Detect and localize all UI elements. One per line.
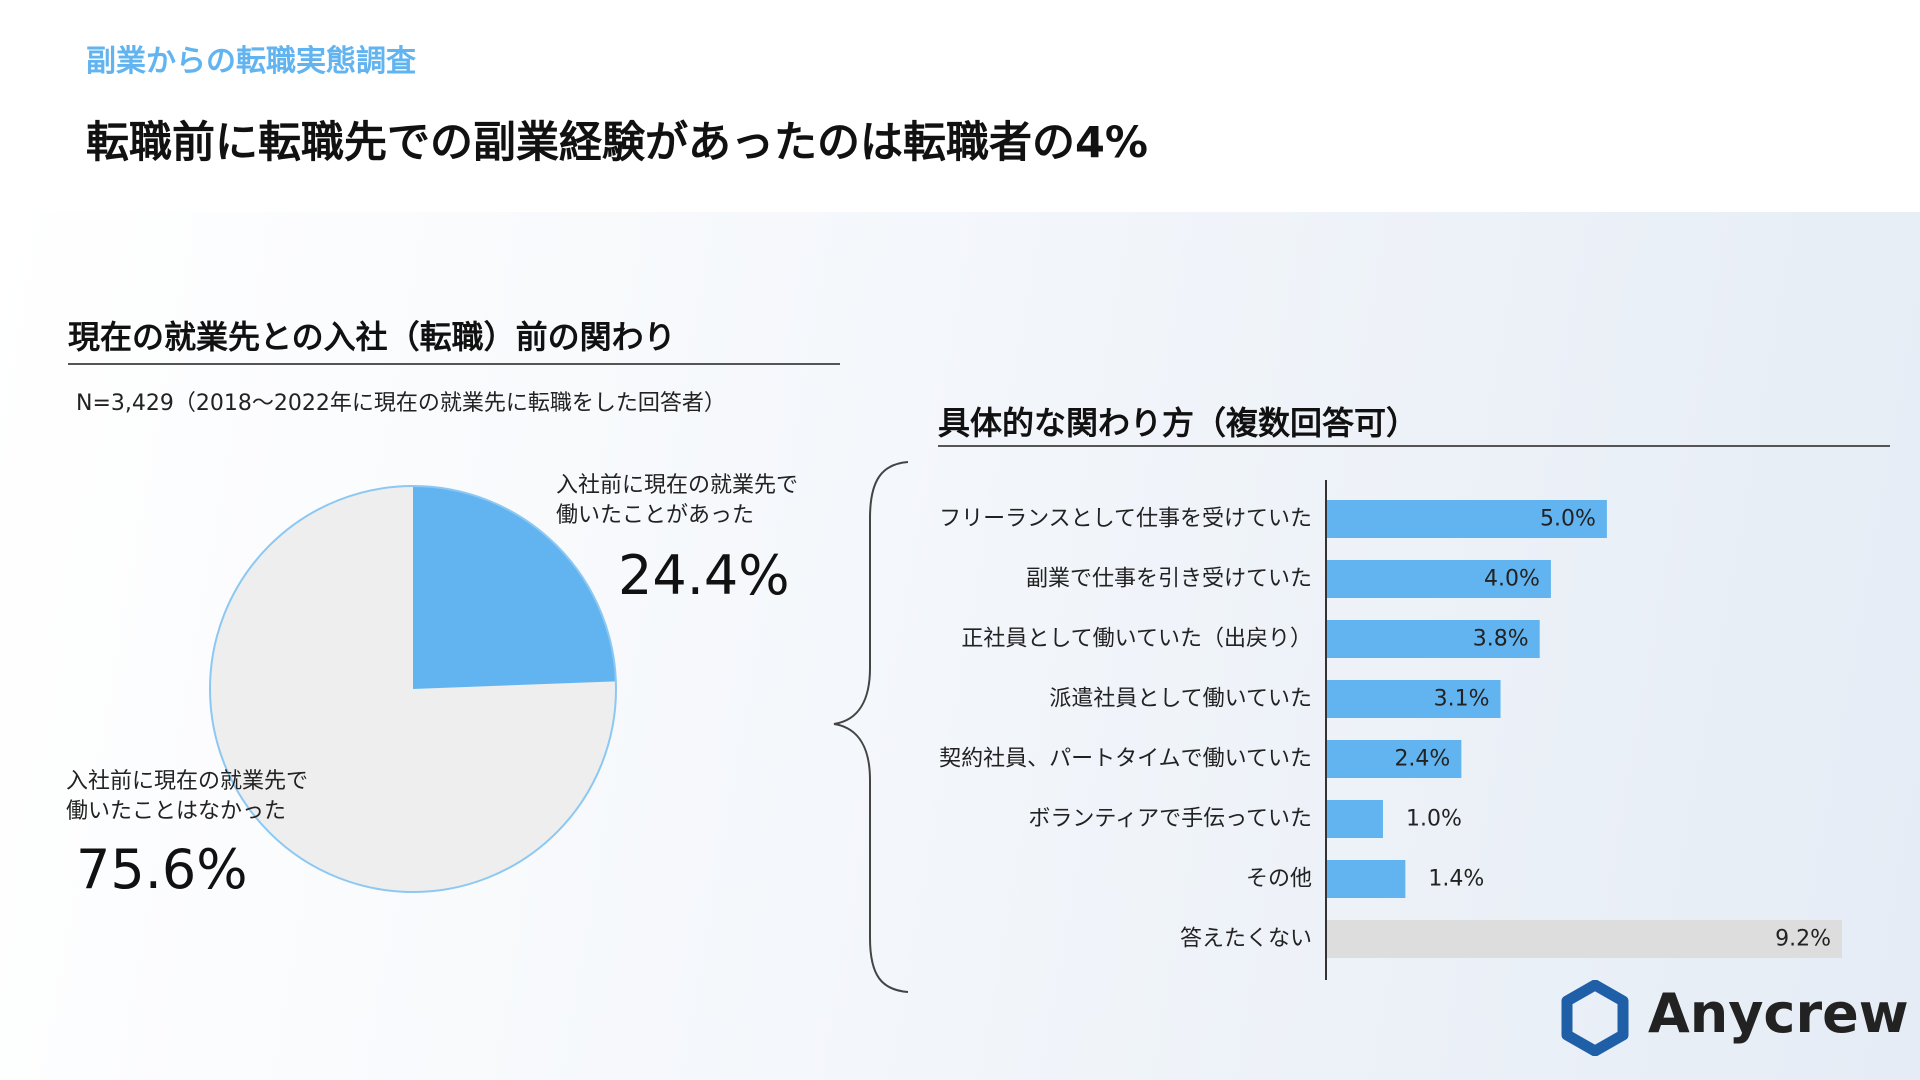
right-section-title: 具体的な関わり方（複数回答可） bbox=[938, 404, 1419, 442]
pie-value-yes: 24.4% bbox=[618, 544, 790, 607]
left-section-rule bbox=[68, 363, 840, 365]
pie-label-no-line1: 入社前に現在の就業先で bbox=[66, 769, 309, 794]
hexagon-logo-icon bbox=[1561, 980, 1629, 1056]
logo-text: Anycrew bbox=[1648, 982, 1909, 1045]
bar-value-label-3: 3.1% bbox=[1434, 687, 1490, 712]
bar-category-label-5: ボランティアで手伝っていた bbox=[1028, 807, 1312, 832]
bar-4 bbox=[1327, 740, 1462, 778]
page-title: 転職前に転職先での副業経験があったのは転職者の4% bbox=[86, 118, 1149, 168]
pie-label-yes: 入社前に現在の就業先で 働いたことがあった bbox=[556, 471, 798, 531]
bar-value-label-6: 1.4% bbox=[1428, 867, 1484, 892]
bar-0 bbox=[1327, 500, 1607, 538]
brace-connector bbox=[833, 461, 909, 993]
bar-category-label-7: 答えたくない bbox=[1180, 927, 1312, 952]
pie-outline bbox=[209, 485, 617, 893]
pie-value-no: 75.6% bbox=[76, 838, 248, 901]
bar-1 bbox=[1327, 560, 1551, 598]
bar-chart: フリーランスとして仕事を受けていた 5.0% 副業で仕事を引き受けていた 4.0% 正社… bbox=[939, 480, 1842, 980]
bar-7 bbox=[1327, 920, 1842, 958]
pie-label-no-line2: 働いたことはなかった bbox=[66, 799, 287, 824]
bar-category-label-4: 契約社員、パートタイムで働いていた bbox=[939, 747, 1312, 772]
pie-slice-0 bbox=[413, 486, 616, 689]
bar-2 bbox=[1327, 620, 1540, 658]
bar-category-label-0: フリーランスとして仕事を受けていた bbox=[939, 507, 1312, 532]
left-section-title: 現在の就業先との入社（転職）前の関わり bbox=[68, 318, 676, 356]
bar-5 bbox=[1327, 800, 1383, 838]
bar-3 bbox=[1327, 680, 1501, 718]
sample-note: N=3,429（2018～2022年に現在の就業先に転職をした回答者） bbox=[76, 391, 726, 416]
pie-label-no: 入社前に現在の就業先で 働いたことはなかった bbox=[66, 767, 308, 827]
eyebrow-title: 副業からの転職実態調査 bbox=[86, 44, 416, 79]
bar-category-label-3: 派遣社員として働いていた bbox=[1049, 687, 1312, 712]
right-section-rule bbox=[938, 445, 1890, 447]
bar-value-label-4: 2.4% bbox=[1394, 747, 1450, 772]
bar-value-label-2: 3.8% bbox=[1473, 627, 1529, 652]
bar-value-label-7: 9.2% bbox=[1775, 927, 1831, 952]
bar-category-label-6: その他 bbox=[1246, 867, 1312, 892]
pie-label-yes-line2: 働いたことがあった bbox=[556, 503, 755, 528]
bar-category-label-1: 副業で仕事を引き受けていた bbox=[1026, 567, 1312, 592]
bar-value-label-0: 5.0% bbox=[1540, 507, 1596, 532]
bar-category-label-2: 正社員として働いていた（出戻り） bbox=[961, 627, 1312, 652]
bar-value-label-1: 4.0% bbox=[1484, 567, 1540, 592]
bar-6 bbox=[1327, 860, 1406, 898]
header: 副業からの転職実態調査 転職前に転職先での副業経験があったのは転職者の4% bbox=[0, 0, 1920, 212]
pie-label-yes-line1: 入社前に現在の就業先で bbox=[556, 473, 799, 498]
pie-chart bbox=[209, 485, 617, 893]
bar-value-label-5: 1.0% bbox=[1406, 807, 1462, 832]
